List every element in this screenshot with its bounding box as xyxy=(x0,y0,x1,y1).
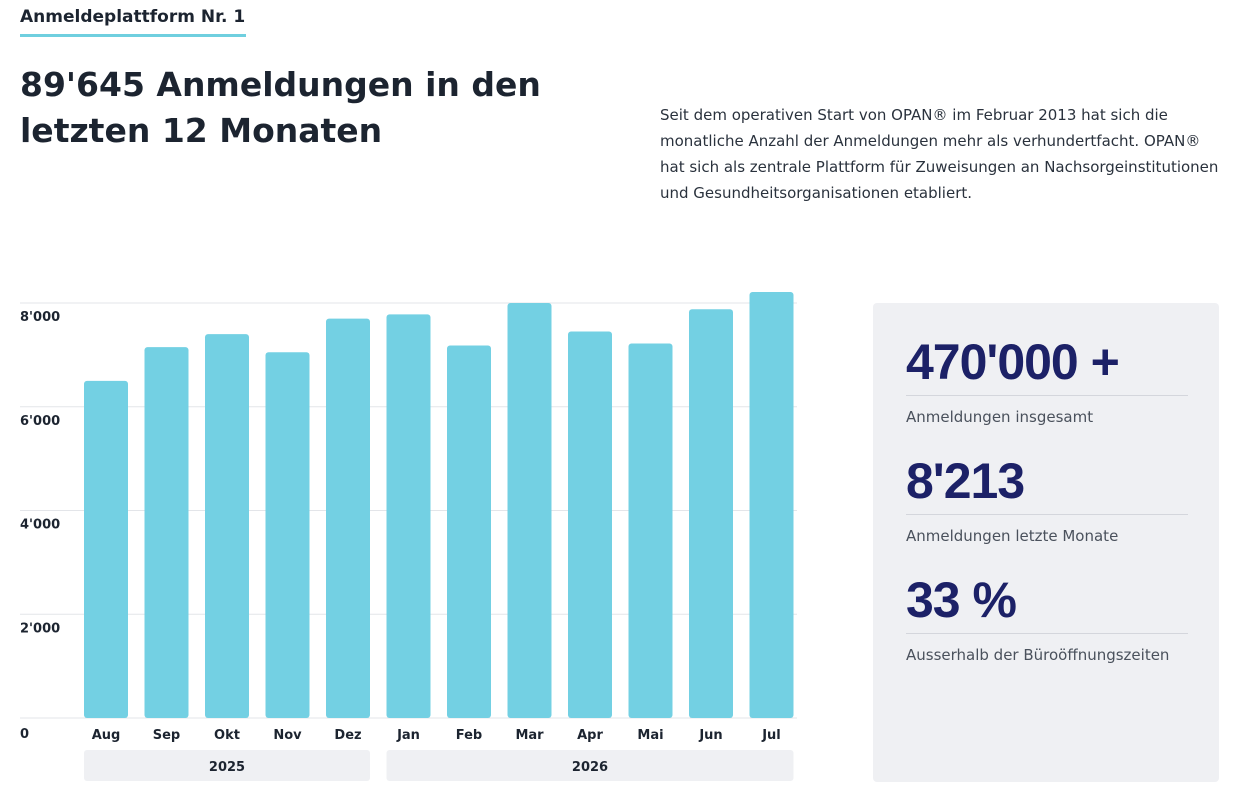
bar xyxy=(507,303,552,718)
stat-recent-label: Anmeldungen letzte Monate xyxy=(906,527,1119,545)
intro-text: Seit dem operativen Start von OPAN® im F… xyxy=(660,106,1219,202)
x-tick-label: Nov xyxy=(273,728,302,743)
x-tick-label: Jun xyxy=(698,728,722,743)
bar xyxy=(205,334,249,718)
year-band xyxy=(84,750,370,781)
stat-divider xyxy=(906,633,1188,634)
x-tick-label: Sep xyxy=(153,728,181,743)
x-tick-label: Jan xyxy=(396,728,420,743)
stats-panel: 470'000 + Anmeldungen insgesamt 8'213 An… xyxy=(873,303,1219,782)
y-tick-label: 0 xyxy=(20,727,29,742)
section-eyebrow: Anmeldeplattform Nr. 1 xyxy=(20,7,246,37)
year-label: 2025 xyxy=(209,760,245,775)
stat-after-hours-value: 33 % xyxy=(906,572,1017,628)
stat-recent: 8'213 Anmeldungen letzte Monate xyxy=(906,452,1188,545)
y-tick-label: 8'000 xyxy=(20,310,60,325)
x-tick-label: Feb xyxy=(456,728,482,743)
stat-divider xyxy=(906,514,1188,515)
x-tick-label: Aug xyxy=(92,728,121,743)
bar xyxy=(749,291,794,718)
x-tick-label: Jul xyxy=(761,728,781,743)
bar xyxy=(84,380,128,718)
bar xyxy=(689,309,733,718)
stat-after-hours: 33 % Ausserhalb der Büroöffnungszeiten xyxy=(906,571,1188,664)
stat-after-hours-label: Ausserhalb der Büroöffnungszeiten xyxy=(906,646,1170,664)
x-tick-label: Okt xyxy=(214,728,240,743)
x-tick-label: Apr xyxy=(577,728,603,743)
x-tick-label: Mar xyxy=(515,728,544,743)
stat-recent-value: 8'213 xyxy=(906,453,1025,509)
stat-total-value: 470'000 + xyxy=(906,334,1120,390)
x-tick-label: Mai xyxy=(637,728,663,743)
year-band xyxy=(386,750,794,781)
monthly-registrations-chart: 0 2'000 4'000 6'000 8'000 Aug Sep Okt Nov Dez Jan F… xyxy=(20,291,797,781)
y-tick-label: 2'000 xyxy=(20,621,60,636)
stat-total: 470'000 + Anmeldungen insgesamt xyxy=(906,333,1188,426)
bar xyxy=(447,345,491,718)
bar xyxy=(386,314,431,718)
x-tick-label: Dez xyxy=(334,728,361,743)
bar xyxy=(265,352,310,718)
y-tick-label: 6'000 xyxy=(20,414,60,429)
stat-divider xyxy=(906,395,1188,396)
bar xyxy=(628,343,673,718)
y-tick-label: 4'000 xyxy=(20,518,60,533)
bar xyxy=(144,347,189,718)
stat-total-label: Anmeldungen insgesamt xyxy=(906,408,1094,426)
page-title: 89'645 Anmeldungen in den letzten 12 Mon… xyxy=(20,65,541,150)
bar xyxy=(326,318,370,718)
bar xyxy=(568,331,612,718)
year-label: 2026 xyxy=(572,760,608,775)
